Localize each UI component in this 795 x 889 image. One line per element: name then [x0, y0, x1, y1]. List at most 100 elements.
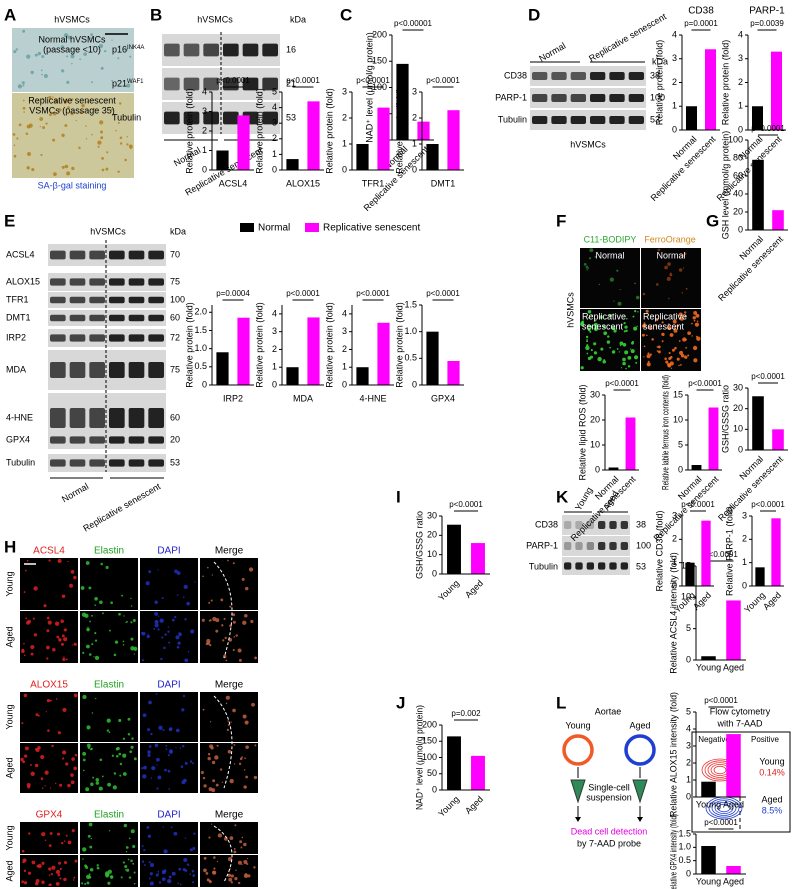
image-speck [695, 313, 700, 318]
image-speck [127, 732, 131, 736]
image-speck [182, 744, 185, 748]
blot-band [148, 459, 164, 467]
image-speck [62, 750, 67, 755]
y-tick-label: 0 [738, 444, 743, 454]
label: Single-cell [588, 782, 630, 792]
y-tick-label: 2 [686, 757, 691, 767]
image [20, 822, 78, 854]
bar [307, 101, 320, 170]
y-tick-label: 2 [412, 112, 417, 122]
y-tick-label: 10 [733, 424, 743, 434]
y-tick-label: 50 [427, 768, 437, 778]
image-speck [130, 597, 132, 600]
blot-band [89, 314, 105, 322]
image-speck [87, 834, 91, 838]
image-speck [619, 341, 624, 346]
label: MDA [6, 364, 26, 374]
p-value: p<0.0001 [704, 696, 738, 705]
image-speck [626, 317, 628, 320]
y-tick-label: 0 [686, 654, 691, 664]
bar [701, 846, 716, 874]
image-speck [127, 717, 131, 721]
image-speck [656, 350, 659, 352]
image-speck [147, 728, 151, 732]
image-speck [52, 648, 56, 652]
image-speck [87, 626, 89, 629]
image-speck [580, 366, 584, 370]
bar [708, 407, 719, 470]
image-speck [232, 562, 235, 565]
image-speck [82, 847, 87, 852]
image-speck [244, 586, 249, 591]
image-speck [70, 54, 75, 59]
image-speck [21, 81, 25, 85]
blot-band [69, 436, 86, 444]
panel-letter: K [556, 487, 569, 506]
blot-band [69, 459, 86, 467]
image-speck [96, 866, 100, 870]
image-speck [616, 348, 619, 350]
image-speck [175, 635, 180, 640]
image-speck [230, 874, 235, 878]
image-speck [97, 145, 100, 148]
image-speck [593, 342, 597, 346]
y-tick-label: 1 [672, 101, 677, 111]
image-speck [130, 605, 133, 607]
image-speck [39, 117, 44, 121]
x-axis-label: IRP2 [223, 393, 243, 403]
blot-strip [48, 273, 166, 291]
label: kDa [290, 14, 306, 24]
image-speck [164, 633, 167, 636]
image-speck [124, 158, 127, 162]
label: Aged [4, 757, 14, 778]
image-speck [183, 778, 187, 783]
blot-band [148, 436, 164, 444]
image-speck [609, 277, 614, 282]
image-speck [67, 106, 70, 110]
image-speck [122, 772, 127, 776]
image-speck [661, 340, 664, 343]
image-speck [223, 617, 226, 620]
header: hVSMCs [197, 14, 233, 24]
image-speck [124, 865, 128, 869]
image-speck [243, 785, 247, 789]
image-speck [87, 746, 91, 750]
image-speck [155, 693, 158, 695]
image-speck [149, 862, 155, 868]
blot-band [164, 43, 180, 57]
label: Young [759, 756, 784, 766]
image-speck [667, 262, 671, 266]
label: Young [4, 825, 14, 850]
y-tick-label: 3 [342, 326, 347, 336]
image-speck [642, 292, 646, 296]
image-speck [62, 707, 67, 712]
image-speck [669, 273, 673, 277]
image-speck [634, 310, 637, 313]
image-speck [92, 107, 95, 110]
image-speck [244, 613, 248, 618]
image-speck [125, 850, 128, 853]
image-speck [673, 328, 678, 333]
y-tick-label: 4 [202, 86, 207, 96]
image-speck [192, 874, 196, 877]
image-speck [210, 880, 213, 883]
image-speck [77, 48, 80, 51]
image-speck [168, 875, 172, 879]
image-speck [616, 269, 619, 272]
image-speck [227, 749, 232, 754]
blot-strip [48, 244, 166, 266]
blot-band [109, 314, 125, 322]
image-speck [130, 147, 132, 150]
contour [714, 802, 734, 815]
image-speck [211, 574, 213, 576]
image-speck [111, 754, 114, 757]
image-speck [624, 325, 628, 329]
blot-band [586, 521, 594, 529]
y-tick-label: 4 [272, 102, 277, 112]
image-speck [111, 39, 113, 41]
image-speck [634, 282, 636, 285]
image-speck [245, 745, 249, 749]
x-tick-label: Young [696, 799, 721, 809]
image-speck [13, 154, 17, 158]
y-axis-label: GSH/GSSG ratio [720, 385, 730, 453]
